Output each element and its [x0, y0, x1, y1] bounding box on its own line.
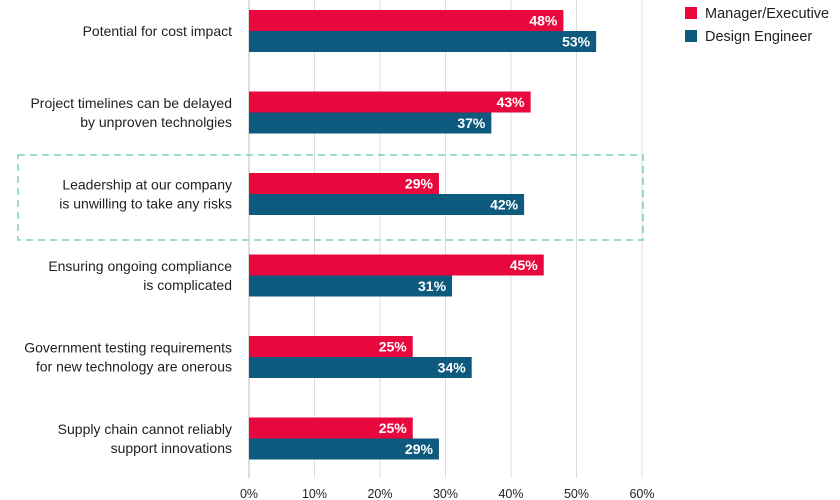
- x-tick-label: 50%: [564, 487, 589, 500]
- bar-value-label: 34%: [438, 360, 467, 376]
- bar: [249, 173, 439, 194]
- bar: [249, 112, 492, 134]
- bar-value-label: 45%: [510, 257, 539, 273]
- grid-lines: [248, 0, 643, 478]
- x-tick-label: 30%: [433, 487, 458, 500]
- legend-swatch: [685, 30, 697, 42]
- category-label: Potential for cost impact: [83, 23, 233, 39]
- bar: [249, 254, 544, 276]
- category-label: Supply chain cannot reliably support inno…: [58, 421, 232, 456]
- bar-value-label: 25%: [379, 339, 408, 355]
- bar: [249, 91, 531, 113]
- x-tick-label: 0%: [240, 487, 258, 500]
- x-tick-label: 60%: [629, 487, 654, 500]
- category-labels: Potential for cost impact Project timelin…: [24, 23, 232, 456]
- category-label: Leadership at our company is unwilling to…: [59, 177, 232, 212]
- bar-value-label: 29%: [405, 176, 434, 192]
- legend-label: Design Engineer: [705, 29, 812, 45]
- bar: [249, 194, 525, 215]
- bar-value-label: 25%: [379, 420, 408, 436]
- bar: [249, 336, 413, 357]
- x-tick-label: 40%: [498, 487, 523, 500]
- bar-value-label: 31%: [418, 278, 447, 294]
- legend: Manager/Executive Design Engineer: [685, 6, 829, 45]
- category-label: Ensuring ongoing compliance is complicate…: [48, 258, 232, 293]
- category-label: Project timelines can be delayed by unpro…: [30, 95, 232, 130]
- bars: 48%53% 43% 37% 29% 42% 45% 31% 25% 34% 25% 29%: [249, 10, 597, 460]
- bar: [249, 417, 413, 439]
- category-label: Government testing requirements for new t…: [24, 340, 232, 375]
- bar-value-label: 53%: [562, 34, 591, 50]
- bar-value-label: 37%: [457, 115, 486, 131]
- bar-value-label: 48%: [529, 13, 558, 29]
- bar-value-label: 42%: [490, 197, 519, 213]
- legend-label: Manager/Executive: [705, 6, 829, 22]
- bar: [249, 438, 439, 460]
- bar: [249, 10, 564, 31]
- bar: [249, 31, 597, 52]
- bar-value-label: 43%: [497, 94, 526, 110]
- bar: [249, 357, 472, 378]
- x-axis-ticks: 0% 10% 20% 30% 40% 50% 60%: [240, 487, 655, 500]
- x-tick-label: 10%: [302, 487, 327, 500]
- legend-swatch: [685, 7, 697, 19]
- highlight-box: [17, 154, 644, 241]
- x-tick-label: 20%: [367, 487, 392, 500]
- highlight-dashed-box: [17, 154, 644, 241]
- bar-value-label: 29%: [405, 441, 434, 457]
- bar: [249, 275, 453, 297]
